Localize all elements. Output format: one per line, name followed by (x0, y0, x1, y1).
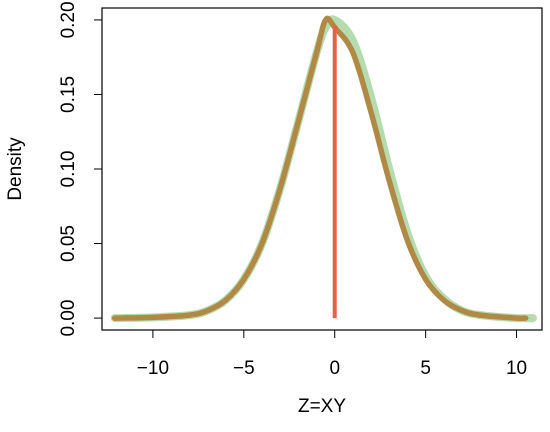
y-tick-label: 0.20 (58, 1, 79, 38)
y-tick-label: 0.15 (58, 76, 79, 113)
x-tick-label: 5 (420, 358, 431, 379)
x-axis-label: Z=XY (298, 396, 346, 417)
y-tick-label: 0.10 (58, 151, 79, 188)
series-layer (110, 15, 537, 323)
y-axis: 0.00 0.05 0.10 0.15 0.20 (58, 1, 103, 337)
x-tick-label: −5 (233, 358, 255, 379)
density-curve-2 (111, 15, 529, 322)
x-tick-label: 0 (329, 358, 340, 379)
x-tick-label: 10 (506, 358, 527, 379)
x-tick-label: −10 (137, 358, 169, 379)
y-axis-label: Density (5, 137, 26, 201)
y-tick-label: 0.05 (58, 225, 79, 262)
x-axis: −10 −5 0 5 10 (137, 329, 527, 379)
y-tick-label: 0.00 (58, 300, 79, 337)
